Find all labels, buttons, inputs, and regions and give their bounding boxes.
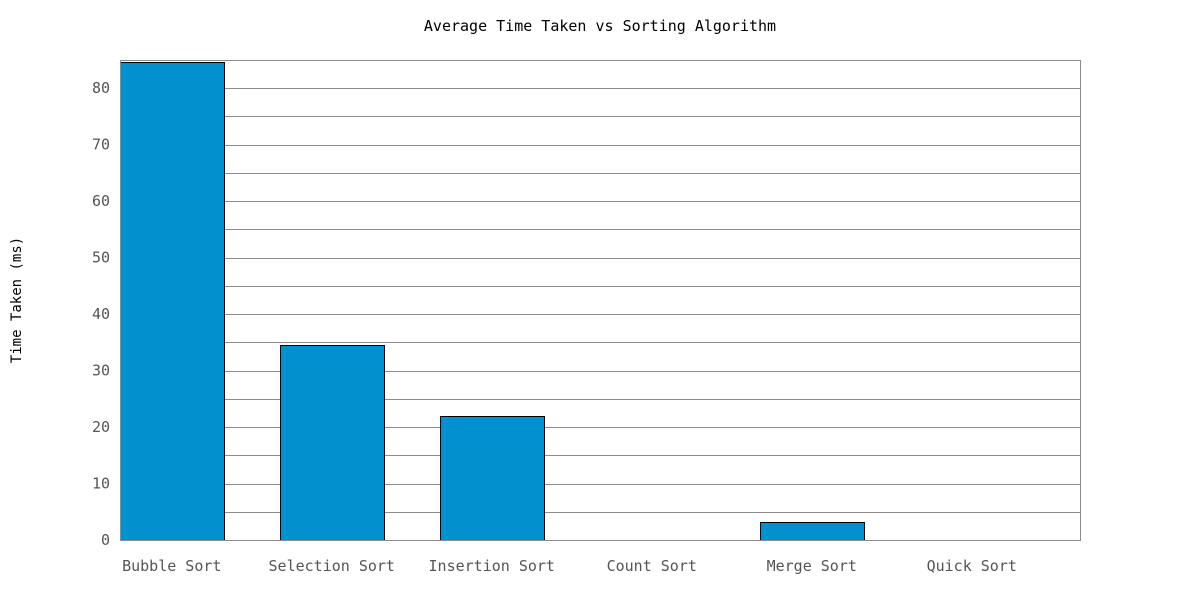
plot-frame bbox=[120, 60, 1081, 541]
grid-lines bbox=[120, 88, 1080, 513]
x-tick-label: Selection Sort bbox=[269, 557, 395, 575]
y-tick-label: 80 bbox=[92, 79, 110, 97]
bar bbox=[120, 62, 225, 541]
y-tick-label: 10 bbox=[92, 475, 110, 493]
y-tick-label: 70 bbox=[92, 136, 110, 154]
y-tick-label: 0 bbox=[101, 531, 110, 549]
x-tick-label: Bubble Sort bbox=[122, 557, 221, 575]
x-ticks: Bubble Sort Selection Sort Insertion Sort C… bbox=[122, 557, 1017, 575]
y-tick-label: 50 bbox=[92, 249, 110, 267]
y-axis-label: Time Taken (ms) bbox=[9, 237, 25, 363]
x-tick-label: Insertion Sort bbox=[429, 557, 555, 575]
bar bbox=[280, 345, 385, 541]
bar bbox=[440, 416, 545, 541]
y-tick-label: 30 bbox=[92, 362, 110, 380]
bar bbox=[760, 522, 865, 541]
x-tick-label: Merge Sort bbox=[767, 557, 857, 575]
x-tick-label: Count Sort bbox=[607, 557, 697, 575]
chart-title: Average Time Taken vs Sorting Algorithm bbox=[424, 17, 776, 35]
bars bbox=[120, 62, 865, 541]
y-ticks: 0 10 20 30 40 50 60 70 80 bbox=[92, 79, 110, 549]
x-tick-label: Quick Sort bbox=[927, 557, 1017, 575]
y-tick-label: 40 bbox=[92, 305, 110, 323]
y-tick-label: 20 bbox=[92, 418, 110, 436]
y-tick-label: 60 bbox=[92, 192, 110, 210]
